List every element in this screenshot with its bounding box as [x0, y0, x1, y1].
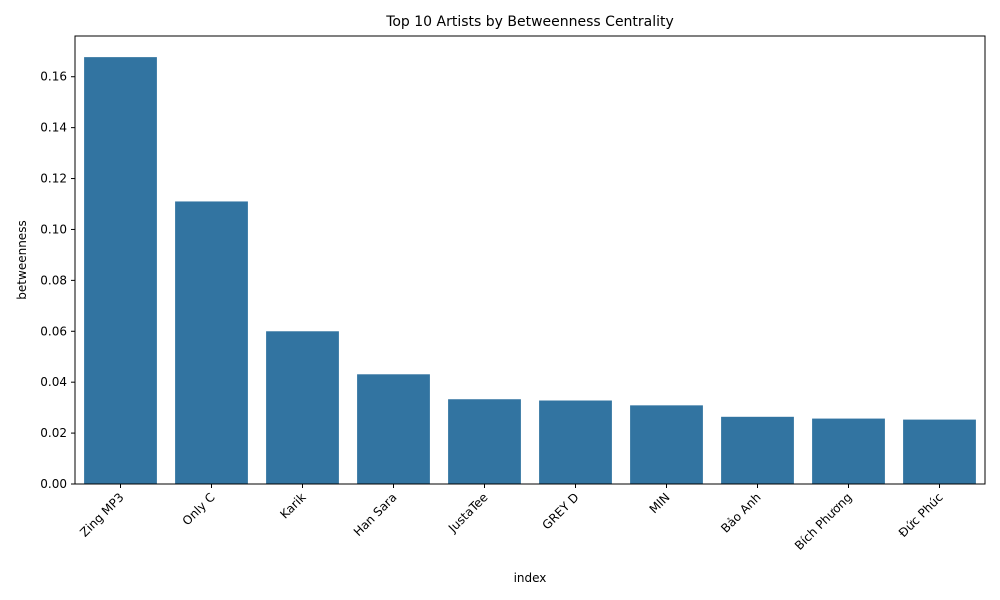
- chart-title: Top 10 Artists by Betweenness Centrality: [385, 14, 674, 30]
- x-axis-ticks: Zing MP3 Only C Karik Han Sara JustaTee GREY …: [77, 484, 946, 553]
- y-tick-label: 0.04: [40, 375, 67, 389]
- y-axis-label: betweenness: [15, 220, 29, 299]
- bar: [539, 400, 612, 484]
- x-tick-label: Đức Phúc: [896, 490, 946, 540]
- plot-frame: [74, 35, 986, 485]
- bar: [812, 418, 885, 484]
- bar: [721, 416, 794, 484]
- y-tick-label: 0.14: [40, 121, 67, 135]
- x-tick-label: MIN: [647, 490, 673, 516]
- bar: [175, 201, 248, 485]
- x-tick-label: GREY D: [539, 490, 581, 532]
- y-tick-label: 0.06: [40, 324, 67, 338]
- bar: [630, 405, 703, 484]
- bars-group: [84, 57, 976, 485]
- y-tick-label: 0.08: [40, 273, 67, 287]
- x-tick-label: Han Sara: [351, 490, 400, 539]
- x-axis-label: index: [514, 571, 547, 585]
- x-tick-label: Zing MP3: [77, 490, 126, 539]
- bar: [84, 57, 157, 485]
- y-tick-label: 0.12: [40, 172, 67, 186]
- bar: [448, 399, 521, 484]
- x-tick-label: Bích Phương: [792, 490, 855, 553]
- bar: [266, 331, 339, 484]
- y-tick-label: 0.02: [40, 426, 67, 440]
- bar: [357, 374, 430, 484]
- x-tick-label: Bảo Anh: [718, 490, 763, 535]
- x-tick-label: Only C: [180, 490, 218, 528]
- y-tick-label: 0.16: [40, 70, 67, 84]
- y-axis-ticks: 0.00 0.02 0.04 0.06 0.08 0.10 0.12 0.14 0.16: [40, 70, 75, 491]
- y-tick-label: 0.10: [40, 222, 67, 236]
- y-tick-label: 0.00: [40, 477, 67, 491]
- bar: [903, 419, 976, 484]
- x-tick-label: Karik: [277, 490, 308, 521]
- x-tick-label: JustaTee: [445, 490, 491, 536]
